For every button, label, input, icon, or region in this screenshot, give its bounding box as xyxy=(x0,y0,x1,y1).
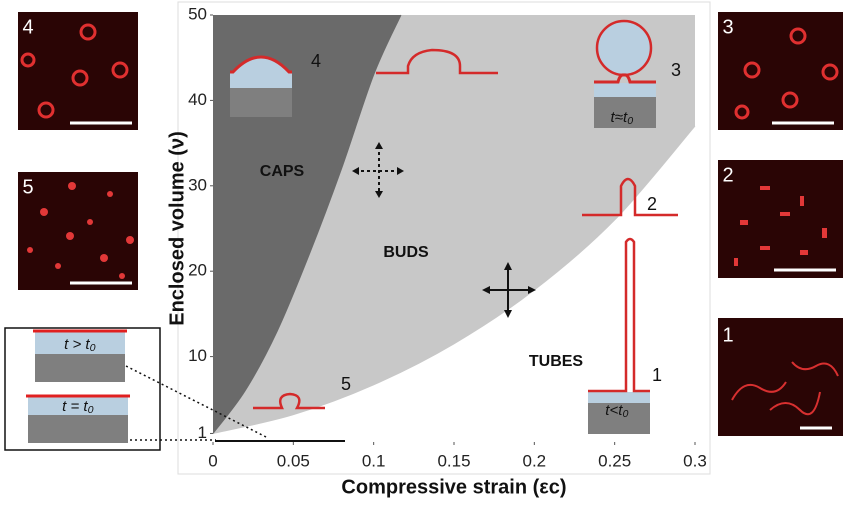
schematic-early-tube: 2 xyxy=(582,177,678,217)
micrograph-number: 1 xyxy=(722,324,733,346)
inset: t > t₀ t = t₀ xyxy=(4,327,269,451)
y-tick-label: 40 xyxy=(188,90,207,109)
dotted-cross-arrow xyxy=(355,146,400,194)
y-tick-label: 1 xyxy=(198,423,207,442)
micrograph: 4 xyxy=(18,12,138,130)
inset-label: t = t₀ xyxy=(62,398,94,415)
schematic-number: 2 xyxy=(647,194,657,214)
x-axis-label: Compressive strain (εc) xyxy=(341,476,566,498)
solid-cross-arrow xyxy=(486,266,532,314)
micrograph: 3 xyxy=(718,12,843,130)
schematic-time: t≈t₀ xyxy=(611,109,634,126)
micrograph-number: 5 xyxy=(22,176,33,198)
region-label: CAPS xyxy=(260,163,305,180)
x-tick-label: 0.25 xyxy=(598,451,631,470)
schematic-small-bud: 5 xyxy=(253,374,351,410)
micrograph: 1 xyxy=(718,318,843,436)
inset-label: t > t₀ xyxy=(64,336,96,353)
micrograph-number: 4 xyxy=(22,16,33,38)
schematic-time: t<t₀ xyxy=(605,402,628,419)
region-boundary xyxy=(212,125,696,434)
schematic-number: 1 xyxy=(652,365,662,385)
schematic-number: 3 xyxy=(671,60,681,80)
schematic-bud-outline xyxy=(376,48,498,75)
region-boundary xyxy=(212,14,402,434)
y-axis-label: Enclosed volume (ν) xyxy=(166,131,188,326)
x-tick-label: 0.1 xyxy=(362,451,386,470)
micrograph-number: 3 xyxy=(722,16,733,38)
x-tick-label: 0.15 xyxy=(437,451,470,470)
region-label: TUBES xyxy=(529,353,584,370)
x-tick-label: 0.05 xyxy=(277,451,310,470)
schematic-number: 4 xyxy=(311,51,321,71)
schematic-cap: 4 xyxy=(230,51,321,117)
y-tick-label: 30 xyxy=(188,175,207,194)
x-tick-label: 0 xyxy=(208,451,217,470)
micrograph: 2 xyxy=(718,160,843,278)
y-tick-label: 10 xyxy=(188,346,207,365)
x-tick-label: 0.2 xyxy=(523,451,547,470)
schematic-number: 5 xyxy=(341,374,351,394)
schematic-bud: 3 t≈t₀ xyxy=(594,19,681,128)
y-tick-label: 20 xyxy=(188,261,207,280)
region-label: BUDS xyxy=(383,244,429,261)
region-fill xyxy=(213,15,401,434)
micrograph-number: 2 xyxy=(722,164,733,186)
x-tick-label: 0.3 xyxy=(683,451,707,470)
micrograph: 5 xyxy=(18,172,138,290)
schematic-tube: 1 t<t₀ xyxy=(588,237,662,434)
y-tick-label: 50 xyxy=(188,4,207,23)
